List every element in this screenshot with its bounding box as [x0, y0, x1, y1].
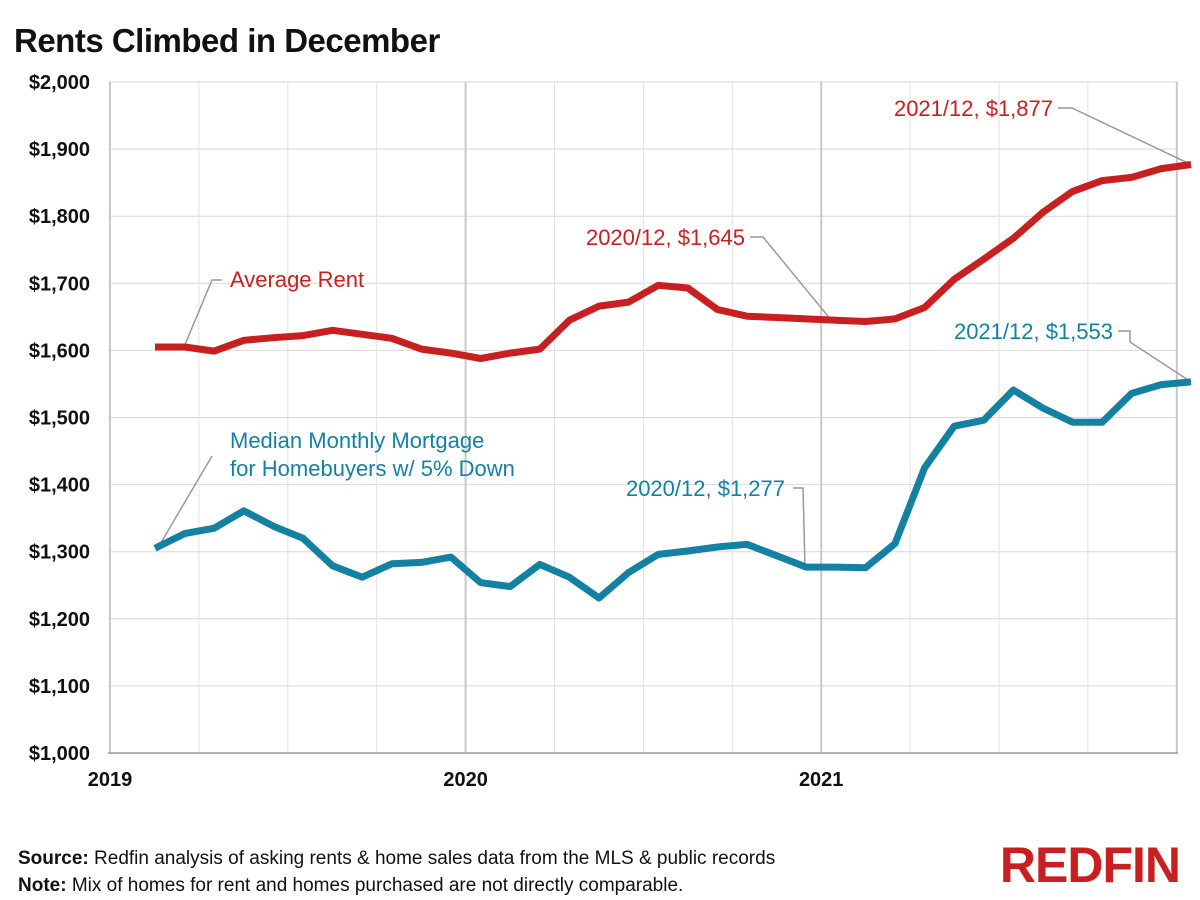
annotation-leader-line	[750, 236, 830, 318]
chart-labels: 2020/12, $1,645 2021/12, $1,877 2020/12, $…	[230, 96, 1113, 501]
y-tick-label: $1,900	[29, 139, 90, 161]
chart-title: Rents Climbed in December	[14, 22, 440, 59]
source-label: Source:	[18, 848, 89, 869]
footer-note: Note: Mix of homes for rent and homes pu…	[18, 875, 683, 897]
annotation-leader-line	[183, 279, 222, 348]
y-tick-label: $1,500	[29, 408, 90, 430]
legend-label: Average Rent	[230, 267, 364, 292]
series-lines	[153, 161, 1192, 602]
legend-label: for Homebuyers w/ 5% Down	[230, 456, 515, 481]
y-tick-label: $1,600	[29, 340, 90, 362]
data-label: 2020/12, $1,645	[586, 225, 745, 250]
axes: $1,000 $1,100 $1,200 $1,300 $1,400 $1,500 $1,6…	[29, 72, 1178, 791]
x-tick-label: 2020	[443, 769, 488, 791]
annotation-leader-line	[1058, 107, 1192, 166]
y-tick-label: $1,300	[29, 542, 90, 564]
x-tick-label: 2021	[799, 769, 844, 791]
series-line-median-mortgage	[153, 378, 1192, 602]
annotation-leader-line	[159, 455, 213, 545]
data-label: 2020/12, $1,277	[626, 476, 785, 501]
footer-source: Source: Redfin analysis of asking rents …	[18, 848, 775, 870]
data-label: 2021/12, $1,553	[954, 319, 1113, 344]
annotation-leaders	[159, 107, 1192, 568]
annotation-leader-line	[793, 487, 806, 568]
series-line-average-rent	[155, 161, 1192, 362]
y-tick-label: $1,000	[29, 743, 90, 765]
note-text: Mix of homes for rent and homes purchase…	[71, 875, 684, 896]
y-tick-label: $1,800	[29, 206, 90, 228]
data-label: 2021/12, $1,877	[894, 96, 1053, 121]
redfin-logo: REDFIN	[999, 837, 1181, 893]
y-tick-label: $1,100	[29, 676, 90, 698]
gridlines	[108, 81, 1178, 753]
y-tick-label: $1,200	[29, 609, 90, 631]
source-text: Redfin analysis of asking rents & home s…	[94, 848, 776, 869]
y-tick-label: $1,400	[29, 475, 90, 497]
note-label: Note:	[18, 875, 67, 896]
x-tick-label: 2019	[88, 769, 133, 791]
y-tick-label: $1,700	[29, 273, 90, 295]
annotation-leader-line	[1118, 330, 1192, 383]
y-tick-label: $2,000	[29, 72, 90, 94]
legend-label: Median Monthly Mortgage	[230, 428, 484, 453]
